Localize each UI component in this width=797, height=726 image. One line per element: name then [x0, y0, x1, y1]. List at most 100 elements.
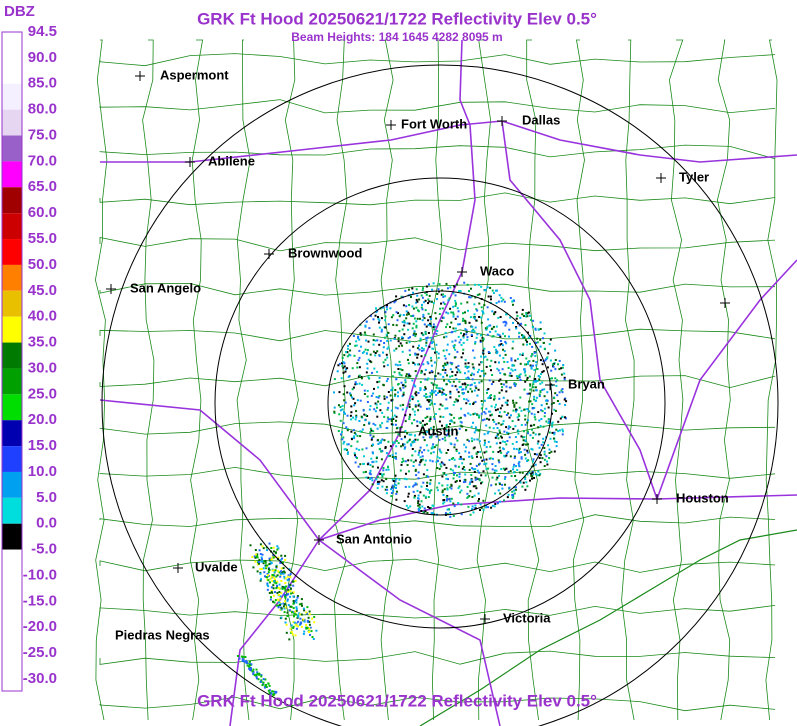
echo-pixel: [421, 455, 424, 458]
legend-swatch: [2, 109, 22, 136]
echo-pixel: [432, 451, 435, 454]
echo-pixel: [540, 443, 543, 446]
echo-pixel: [492, 450, 495, 453]
echo-pixel: [432, 326, 435, 329]
echo-pixel: [364, 348, 367, 351]
echo-pixel: [425, 444, 428, 447]
echo-pixel: [372, 318, 375, 321]
county-line: [99, 514, 776, 527]
echo-pixel: [476, 414, 479, 417]
echo-pixel: [459, 371, 462, 374]
echo-pixel: [426, 512, 429, 514]
echo-pixel: [417, 471, 420, 474]
echo-pixel: [456, 283, 458, 286]
echo-pixel: [487, 295, 490, 298]
legend-swatch: [2, 497, 22, 524]
echo-pixel: [456, 371, 459, 374]
echo-pixel: [504, 476, 507, 479]
echo-pixel: [408, 418, 411, 421]
echo-pixel: [382, 469, 385, 472]
echo-pixel: [495, 403, 497, 406]
echo-pixel: [400, 445, 403, 448]
echo-pixel: [378, 380, 381, 383]
echo-pixel: [540, 409, 543, 412]
echo-pixel: [522, 343, 525, 346]
echo-pixel: [541, 381, 544, 384]
echo-pixel: [429, 403, 432, 406]
echo-pixel: [497, 451, 500, 453]
echo-pixel: [421, 505, 424, 508]
echo-pixel: [398, 330, 401, 333]
legend-swatch: [2, 290, 22, 317]
echo-pixel: [289, 583, 292, 586]
echo-pixel: [395, 457, 398, 460]
echo-pixel: [457, 465, 460, 468]
echo-pixel: [369, 314, 372, 317]
legend-swatch: [2, 368, 22, 395]
city-marker: [135, 71, 145, 81]
echo-pixel: [493, 397, 496, 400]
echo-pixel: [501, 440, 504, 443]
echo-pixel: [454, 317, 457, 320]
echo-pixel: [478, 302, 481, 305]
echo-pixel: [454, 465, 457, 468]
echo-pixel: [366, 367, 369, 370]
echo-pixel: [517, 413, 520, 416]
echo-pixel: [460, 302, 463, 305]
echo-pixel: [258, 562, 260, 565]
echo-pixel: [485, 468, 488, 470]
echo-pixel: [431, 371, 434, 374]
echo-pixel: [284, 596, 287, 599]
echo-pixel: [444, 295, 447, 298]
echo-pixel: [383, 415, 386, 418]
echo-pixel: [291, 580, 294, 583]
echo-pixel: [350, 438, 353, 441]
echo-pixel: [422, 315, 425, 318]
city-label: Tyler: [679, 169, 709, 184]
echo-pixel: [473, 507, 476, 510]
echo-pixel: [372, 350, 375, 353]
echo-pixel: [463, 319, 466, 322]
echo-pixel: [513, 299, 515, 302]
legend-label: 50.0: [28, 256, 57, 273]
legend-label: 40.0: [28, 308, 57, 325]
echo-pixel: [267, 571, 270, 574]
echo-pixel: [254, 549, 257, 551]
echo-pixel: [442, 494, 445, 496]
echo-pixel: [477, 492, 480, 495]
echo-pixel: [424, 309, 427, 312]
legend-label: 5.0: [36, 489, 57, 506]
echo-pixel: [425, 344, 428, 347]
echo-pixel: [289, 589, 292, 592]
echo-pixel: [288, 586, 291, 589]
county-line: [99, 558, 776, 573]
echo-pixel: [290, 592, 292, 595]
echo-pixel: [458, 369, 461, 372]
echo-pixel: [504, 468, 506, 471]
echo-pixel: [350, 445, 353, 448]
echo-pixel: [425, 474, 428, 477]
echo-pixel: [494, 348, 497, 351]
echo-pixel: [284, 559, 287, 561]
echo-pixel: [503, 300, 506, 303]
echo-pixel: [499, 378, 502, 381]
echo-pixel: [498, 361, 500, 364]
echo-pixel: [376, 480, 379, 483]
echo-pixel: [481, 481, 484, 484]
echo-pixel: [400, 438, 403, 441]
echo-pixel: [401, 461, 404, 464]
echo-pixel: [455, 366, 458, 369]
echo-pixel: [396, 490, 398, 493]
city-marker: [185, 157, 195, 167]
echo-pixel: [270, 558, 273, 561]
echo-pixel: [470, 287, 472, 290]
echo-pixel: [398, 371, 401, 374]
echo-pixel: [394, 483, 397, 486]
echo-pixel: [495, 469, 498, 472]
echo-pixel: [281, 571, 284, 574]
echo-pixel: [371, 483, 374, 486]
echo-pixel: [533, 398, 535, 401]
echo-pixel: [447, 449, 450, 451]
echo-pixel: [341, 365, 344, 368]
echo-pixel: [469, 387, 472, 390]
